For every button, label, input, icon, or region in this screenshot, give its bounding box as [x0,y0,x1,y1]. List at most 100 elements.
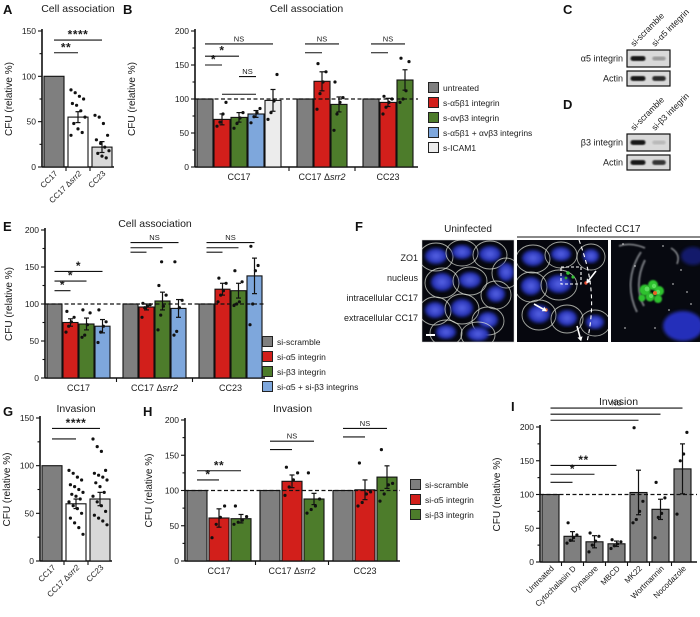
y-axis-label: CFU (relative %) [127,62,138,136]
x-category-label: MBCD [599,564,622,587]
data-point [390,97,394,101]
data-point [75,103,79,107]
data-point [215,124,219,128]
data-point [157,283,161,288]
data-point [597,534,601,538]
y-tick-label: 100 [20,461,34,471]
data-point [609,546,613,551]
ellipse-el [583,249,599,263]
data-point [675,512,679,516]
data-point [177,306,181,310]
data-point [565,541,569,545]
blot-box [626,154,671,171]
data-point [99,330,103,334]
data-point [654,480,658,484]
sig-label: * [205,467,210,481]
data-point [97,473,101,477]
y-tick-label: 200 [165,415,179,425]
data-point [236,520,240,524]
data-point [407,60,411,64]
data-point [386,483,390,487]
data-point [65,309,69,313]
x-category-label: CC17 [207,566,230,576]
bar [303,498,325,562]
chart-title: Cell association [118,218,192,230]
legend-swatch [262,366,273,377]
data-point [324,70,328,74]
y-axis-label: CFU (relative %) [2,453,13,527]
data-point [101,121,105,126]
x-category-label: CC23 [376,172,399,182]
data-point [610,538,614,542]
data-point [101,324,105,328]
sig-label: NS [317,34,327,43]
data-point [85,323,89,327]
data-point [94,138,98,142]
bar [379,101,397,168]
y-tick-label: 100 [520,490,534,500]
data-point [218,120,222,124]
data-point [102,490,106,494]
legend-label: si-scramble [425,479,469,490]
data-point [180,298,184,302]
data-point [159,313,163,317]
ellipse-el [472,240,508,270]
circle-el [686,291,688,293]
data-point [103,145,107,149]
data-point [249,244,253,248]
data-point [269,111,273,115]
data-point [69,320,73,324]
legend-item: si-α5 integrin [410,492,474,507]
data-point [67,324,71,328]
path-el [618,243,679,265]
ellipse-el [479,246,501,262]
ellipse-el [528,305,550,323]
data-point [631,521,635,525]
data-point [105,523,109,527]
panel-D-label: D [563,97,573,112]
data-point [619,540,623,544]
data-point [404,89,408,93]
legend-label: si-β3 integrin [425,509,474,520]
data-point [240,280,244,284]
circle-el [680,269,682,271]
circle-el [571,275,575,279]
ellipse-el [431,273,453,291]
data-point [653,536,657,540]
panel-I-chart: Invasion CFU (relative %) 0 50 100 150 200 * ** N… [480,396,700,617]
polygon-el [541,306,547,312]
circle-el [564,276,568,280]
data-point [382,94,386,98]
data-point [616,542,620,546]
x-category-label: CC17 [39,169,60,190]
sig-label: **** [68,28,89,42]
blot-box [626,70,671,87]
microscopy-svg: Uninfected Infected CC17 ZO1 nucleus intrace… [344,224,700,343]
sig-label: NS [149,233,159,242]
y-tick-label: 50 [525,523,535,533]
data-point [216,300,220,304]
data-point [221,289,225,293]
data-point [398,100,402,104]
legend-swatch [410,509,421,520]
channel-label: extracellular CC17 [344,313,418,323]
data-point [91,437,95,441]
y-axis-label: CFU (relative %) [492,458,503,532]
ellipse-el [425,302,445,318]
data-point [64,330,68,334]
data-point [67,500,71,504]
data-point [104,509,108,513]
tspan-el: CC17 Δ [131,383,163,393]
blot-row-label: α5 integrin [581,54,623,64]
ellipse-el [576,243,606,271]
data-point [572,536,576,540]
panel-F-label: F [355,219,363,234]
bar [41,465,63,562]
data-point [566,521,570,525]
bar [46,303,63,379]
data-point [232,522,236,526]
sig-label: NS [611,399,621,408]
ellipse-el [451,299,473,317]
data-point [321,80,325,84]
ellipse-el [663,311,700,341]
